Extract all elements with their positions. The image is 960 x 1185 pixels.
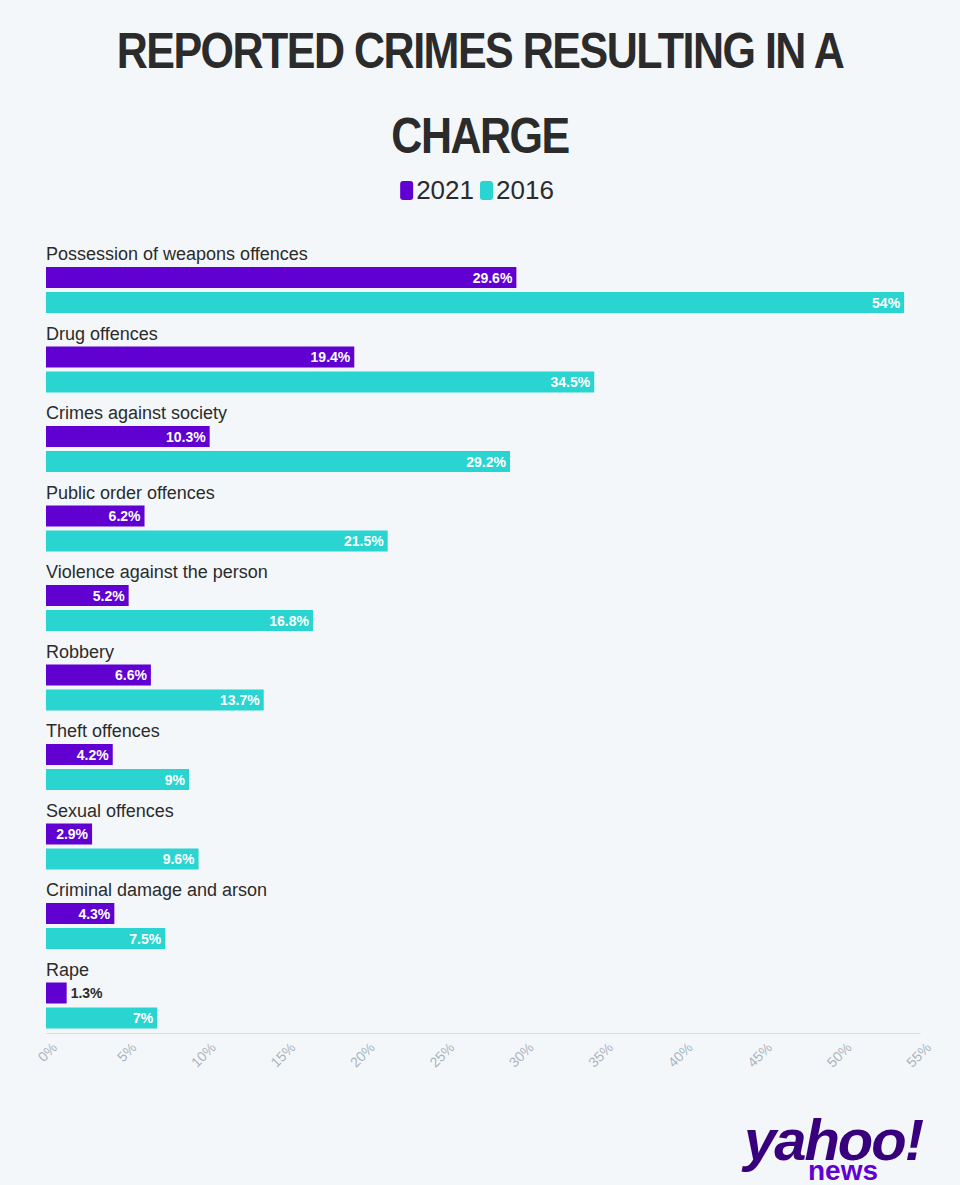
tick: 35%	[585, 1033, 616, 1070]
tick: 20%	[347, 1033, 378, 1070]
tick: 30%	[506, 1033, 537, 1070]
data-label: 19.4%	[311, 349, 351, 365]
category-label: Robbery	[46, 642, 114, 662]
bar	[46, 849, 199, 870]
tick: 55%	[903, 1033, 934, 1070]
tick: 45%	[744, 1033, 775, 1070]
data-label: 6.6%	[115, 667, 147, 683]
category-label: Possession of weapons offences	[46, 244, 308, 264]
tick-label: 50%	[823, 1039, 854, 1070]
bar	[46, 903, 114, 924]
legend-item: 2016	[480, 175, 554, 205]
bar	[46, 824, 92, 845]
bar	[46, 267, 516, 288]
legend-label: 2021	[416, 175, 474, 205]
data-label: 54%	[872, 295, 901, 311]
tick-label: 15%	[267, 1039, 298, 1070]
data-label: 2.9%	[56, 826, 88, 842]
tick: 15%	[267, 1033, 298, 1070]
bar	[46, 610, 313, 631]
bar	[46, 426, 210, 447]
data-label: 6.2%	[109, 508, 141, 524]
bars	[46, 267, 904, 1029]
category-label: Sexual offences	[46, 801, 174, 821]
tick: 25%	[426, 1033, 457, 1070]
chart-title: REPORTED CRIMES RESULTING IN A CHARGE	[30, 8, 930, 178]
data-label: 5.2%	[93, 588, 125, 604]
tick-label: 30%	[506, 1039, 537, 1070]
bar	[46, 506, 145, 527]
data-labels: 29.6% 19.4% 10.3% 6.2% 5.2% 6.6% 4.2% 2.9% 4.3% 1…	[56, 270, 900, 1027]
bar	[46, 665, 151, 686]
data-label: 29.6%	[473, 270, 513, 286]
tick-label: 55%	[903, 1039, 934, 1070]
legend-swatch	[400, 181, 413, 200]
tick: 50%	[823, 1033, 854, 1070]
tick-label: 0%	[34, 1039, 60, 1065]
data-label: 21.5%	[344, 533, 384, 549]
tick-label: 10%	[188, 1039, 219, 1070]
category-label: Public order offences	[46, 483, 215, 503]
chart-page: REPORTED CRIMES RESULTING IN A CHARGE202…	[0, 0, 960, 1185]
bar	[46, 928, 165, 949]
tick: 5%	[114, 1033, 140, 1065]
bar	[46, 983, 67, 1004]
bar	[46, 292, 904, 313]
data-label: 13.7%	[220, 692, 260, 708]
data-label: 34.5%	[551, 374, 591, 390]
annotation: news	[808, 1155, 878, 1185]
bar	[46, 347, 354, 368]
data-label: 10.3%	[166, 429, 206, 445]
data-label: 4.3%	[78, 906, 110, 922]
data-label: 4.2%	[77, 747, 109, 763]
legend: 2021 2016	[400, 175, 554, 205]
chart-svg: 2021 2016 Possession of weapons offences Dr…	[0, 0, 960, 1185]
tick: 40%	[665, 1033, 696, 1070]
tick-label: 40%	[665, 1039, 696, 1070]
bar	[46, 690, 264, 711]
category-label: Rape	[46, 960, 89, 980]
bar	[46, 531, 388, 552]
category-label: Violence against the person	[46, 562, 268, 582]
data-label: 7.5%	[129, 931, 161, 947]
bar	[46, 451, 510, 472]
bar	[46, 585, 129, 606]
category-label: Crimes against society	[46, 403, 227, 423]
bar	[46, 769, 189, 790]
x-axis: 0% 5% 10% 15% 20% 25% 30% 35% 40% 45% 50% 55%	[34, 1033, 934, 1070]
category-label: Theft offences	[46, 721, 160, 741]
logo: yahoo!news	[741, 1107, 924, 1185]
tick-label: 35%	[585, 1039, 616, 1070]
bar	[46, 744, 113, 765]
axis-line	[47, 1033, 921, 1034]
bar	[46, 372, 594, 393]
bar	[46, 1008, 157, 1029]
tick-label: 25%	[426, 1039, 457, 1070]
tick-label: 5%	[114, 1039, 140, 1065]
tick: 0%	[34, 1033, 60, 1065]
data-label: 7%	[133, 1010, 154, 1026]
category-label: Drug offences	[46, 324, 158, 344]
tick: 10%	[188, 1033, 219, 1070]
tick-label: 45%	[744, 1039, 775, 1070]
data-label: 16.8%	[269, 613, 309, 629]
data-label: 9%	[165, 772, 186, 788]
data-label: 9.6%	[163, 851, 195, 867]
legend-swatch	[480, 181, 493, 200]
data-label: 29.2%	[466, 454, 506, 470]
legend-label: 2016	[496, 175, 554, 205]
tick-label: 20%	[347, 1039, 378, 1070]
data-label: 1.3%	[71, 985, 103, 1001]
category-label: Criminal damage and arson	[46, 880, 267, 900]
legend-item: 2021	[400, 175, 474, 205]
